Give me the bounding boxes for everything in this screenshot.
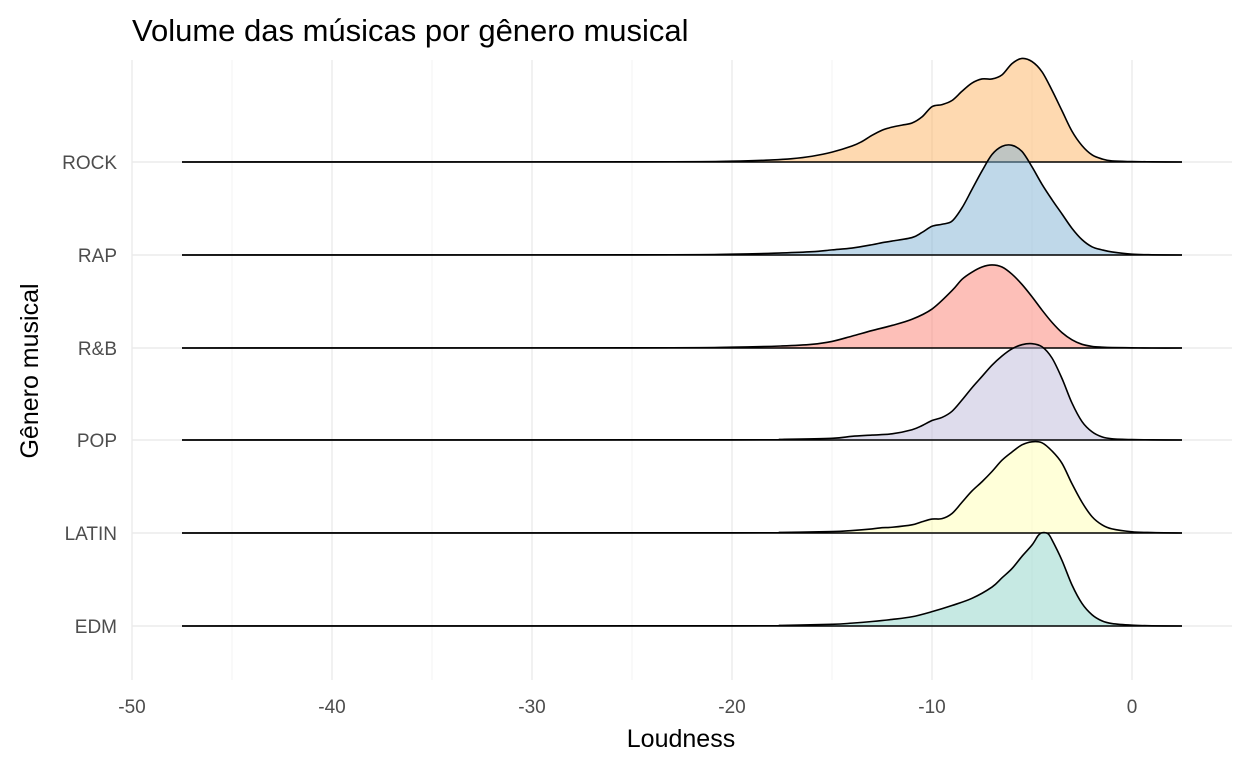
ridge-outline-r-b	[181, 264, 1183, 349]
y-tick-label: EDM	[75, 617, 117, 638]
y-tick-label: RAP	[78, 246, 117, 267]
y-tick-label: ROCK	[62, 153, 117, 174]
ridge-outline-edm	[181, 531, 1183, 627]
ridge-fill-edm	[182, 532, 1182, 626]
ridge-outline-rap	[181, 144, 1183, 256]
ridge-rap	[181, 144, 1183, 256]
y-tick-labels: EDM LATIN POP R&B RAP ROCK	[62, 153, 117, 638]
ridge-outline-rock	[181, 57, 1183, 163]
ridge-fill-r-b	[182, 264, 1182, 349]
x-axis-title: Loudness	[627, 725, 735, 753]
x-tick-label: -30	[518, 697, 545, 718]
y-tick-label: LATIN	[65, 524, 117, 545]
x-tick-label: -40	[318, 697, 345, 718]
ridge-fill-rap	[182, 144, 1182, 255]
ridge-fill-rock	[182, 58, 1182, 163]
x-tick-label: 0	[1127, 697, 1138, 718]
x-tick-labels: -50 -40 -30 -20 -10 0	[118, 697, 1137, 718]
x-tick-label: -20	[718, 697, 745, 718]
chart-title: Volume das músicas por gênero musical	[132, 13, 689, 48]
y-tick-label: R&B	[78, 339, 117, 360]
ridge-fill-pop	[182, 343, 1182, 440]
y-axis-title: Gênero musical	[16, 283, 44, 458]
ridge-pop	[181, 342, 1183, 441]
ridge-outline-pop	[181, 342, 1183, 441]
ridge-outline-latin	[181, 440, 1183, 534]
ridge-latin	[181, 440, 1183, 534]
density-ridges	[181, 57, 1183, 627]
ridge-fill-latin	[182, 441, 1182, 533]
ridge-edm	[181, 531, 1183, 627]
x-tick-label: -50	[118, 697, 145, 718]
y-tick-label: POP	[77, 431, 117, 452]
x-tick-label: -10	[918, 697, 945, 718]
